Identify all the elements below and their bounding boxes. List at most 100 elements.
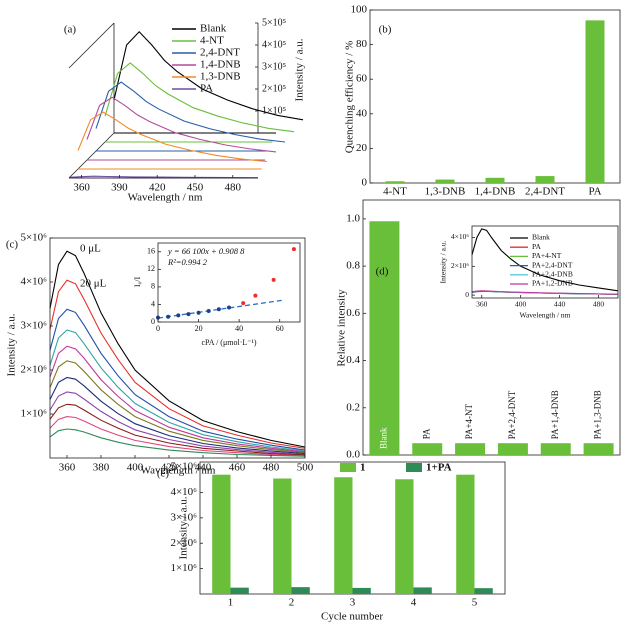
annotation: 0 μL <box>80 243 101 255</box>
y-tick-label: 80 <box>356 38 368 50</box>
spectrum <box>77 111 268 163</box>
y-tick-label: 2×10⁶ <box>170 537 197 549</box>
y-tick-label: 0.6 <box>346 307 360 319</box>
legend-label: PA+4-NT <box>532 251 562 260</box>
x-tick-label: PA <box>588 186 601 198</box>
spectrum <box>49 345 306 453</box>
bar-label: Blank <box>378 427 388 449</box>
x-tick-label: 2 <box>289 597 295 609</box>
x-axis-label: Wavelength / nm <box>141 465 216 477</box>
y-tick-label: 4×10⁶ <box>20 276 47 288</box>
point <box>241 301 246 306</box>
y-tick-label: 4 <box>151 299 155 308</box>
legend-label: 2,4-DNT <box>200 47 240 59</box>
spectrum <box>49 308 306 451</box>
spectrum <box>49 360 306 454</box>
y-tick-label: 2×10⁶ <box>451 261 469 270</box>
x-tick-label: 1,3-DNB <box>425 186 466 198</box>
x-tick-label: 500 <box>297 461 314 473</box>
x-tick-label: 400 <box>515 299 527 308</box>
y-tick-label: 5×10⁵ <box>262 17 286 28</box>
bar <box>585 20 605 183</box>
y-tick-label: 1×10⁶ <box>20 408 47 420</box>
y-axis-label: Intensity / a.u. <box>439 240 448 283</box>
legend-swatch <box>340 463 356 472</box>
x-tick-label: 1,4-DNB <box>475 186 516 198</box>
y-tick-label: 3×10⁶ <box>170 511 197 523</box>
panel-label: (a) <box>64 24 77 36</box>
bar <box>291 587 310 594</box>
y-tick-label: 4×10⁶ <box>170 486 197 498</box>
x-tick-label: 4 <box>411 597 417 609</box>
y-tick-label: 0 <box>362 177 368 189</box>
legend-label: Blank <box>532 233 550 242</box>
plot-frame <box>157 242 301 323</box>
y-tick-label: 2×10⁶ <box>20 364 47 376</box>
y-tick-label: 5×10⁶ <box>20 232 47 244</box>
spectrum <box>49 250 306 448</box>
x-tick-label: 2,4-DNT <box>525 186 565 198</box>
x-tick-label: 460 <box>229 461 246 473</box>
x-tick-label: 360 <box>73 181 90 193</box>
x-tick-label: 390 <box>111 181 128 193</box>
point <box>176 313 181 318</box>
panel-label: (b) <box>379 24 392 36</box>
point <box>253 293 258 298</box>
depth-axis <box>68 132 115 179</box>
legend-label: 1+PA <box>426 462 452 474</box>
r-squared: R²=0.994 2 <box>167 257 208 267</box>
y-axis-label: Intensity / a.u. <box>6 313 18 376</box>
point <box>166 314 171 319</box>
x-tick-label: 360 <box>476 299 488 308</box>
x-axis-label: cPA / (μmol·L⁻¹) <box>201 338 256 347</box>
spectrum <box>95 81 286 143</box>
panel-label: (d) <box>376 266 389 278</box>
x-tick-label: 60 <box>276 324 284 333</box>
point <box>271 277 276 282</box>
y-tick-label: 4×10⁶ <box>451 232 469 241</box>
point <box>196 310 201 315</box>
legend-label: 4-NT <box>200 35 224 47</box>
point <box>291 247 296 252</box>
legend-label: 1 <box>360 462 366 474</box>
point <box>186 312 191 317</box>
y-tick-label: 1.0 <box>346 212 360 224</box>
bar <box>273 478 292 594</box>
y-tick-label: 16 <box>147 247 155 256</box>
legend-swatch <box>406 463 422 472</box>
spectrum <box>86 96 277 153</box>
y-axis-label: Relative intensity <box>336 289 348 367</box>
plot-frame <box>49 237 306 459</box>
bar <box>497 443 528 455</box>
bar <box>230 587 249 594</box>
x-axis-label: Wavelength / nm <box>519 311 570 320</box>
x-tick-label: 0 <box>156 324 160 333</box>
x-tick-label: 480 <box>593 299 605 308</box>
spectrum <box>104 62 295 133</box>
x-tick-label: 480 <box>263 461 280 473</box>
spectrum <box>471 228 619 292</box>
y-tick-label: 1×10⁶ <box>170 562 197 574</box>
point <box>216 307 221 312</box>
bar <box>535 176 555 183</box>
x-tick-label: 420 <box>149 181 166 193</box>
legend-label: PA+2,4-DNT <box>532 260 573 269</box>
y-tick-label: 0.8 <box>346 260 360 272</box>
bar-label: PA+1,4-DNB <box>550 390 560 439</box>
x-tick-label: 40 <box>235 324 243 333</box>
spectrum <box>49 329 306 452</box>
y-axis-label: Intensity / a.u. <box>178 496 190 559</box>
equation: y = 66 100x + 0.908 8 <box>167 246 245 256</box>
bar <box>352 587 371 594</box>
x-axis-label: Wavelength / nm <box>128 192 203 204</box>
bar <box>395 479 414 594</box>
bar-label: PA+4-NT <box>464 403 474 439</box>
y-tick-label: 40 <box>356 107 368 119</box>
y-tick-label: 1×10⁵ <box>262 105 286 116</box>
bar <box>583 443 614 455</box>
bar <box>413 587 432 594</box>
bar <box>385 181 405 183</box>
spectrum <box>68 175 259 179</box>
bar <box>212 474 231 594</box>
y-tick-label: 2×10⁵ <box>262 83 286 94</box>
